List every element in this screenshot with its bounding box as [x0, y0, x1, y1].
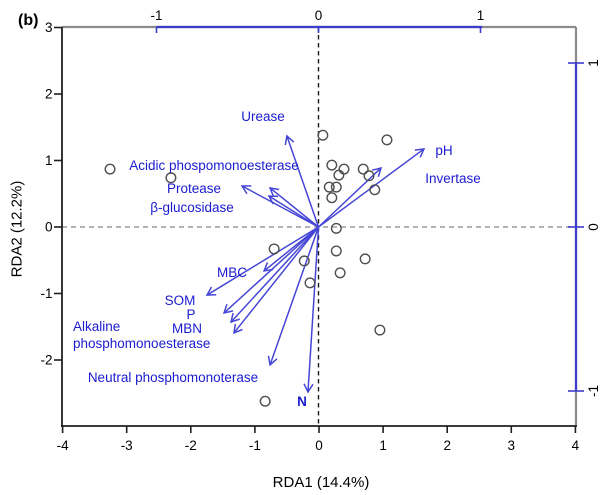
species-arrow-urease [284, 134, 320, 228]
species-label-protease: Protease [167, 181, 221, 196]
species-label-mbn: MBN [172, 321, 202, 336]
sample-point [359, 253, 371, 265]
sample-point [323, 181, 335, 193]
sample-point [259, 395, 271, 407]
y-tick-label: -2 [40, 353, 52, 368]
species-arrow-n [303, 226, 320, 394]
sample-point [165, 172, 177, 184]
species-arrow-invertase [317, 166, 383, 228]
x-tick-label: 4 [572, 438, 580, 453]
species-arrow-ph [318, 148, 426, 228]
species-label--glucosidase: β-glucosidase [150, 200, 234, 215]
x-tick-label: -4 [57, 438, 69, 453]
panel-label: (b) [18, 12, 39, 29]
species-arrow-acidic-phospomonoesterase [268, 187, 319, 228]
right-tick-label: -1 [586, 385, 601, 397]
sample-point [381, 134, 393, 146]
x-axis-title: RDA1 (14.4%) [272, 474, 370, 491]
top-tick-label: -1 [150, 8, 162, 23]
sample-point [369, 184, 381, 196]
sample-point [326, 159, 338, 171]
sample-point [304, 277, 316, 289]
species-arrow-som [205, 226, 319, 296]
species-arrow-protease [240, 185, 319, 228]
y-tick-label: 0 [45, 220, 53, 235]
x-tick-label: -1 [249, 438, 261, 453]
y-tick-label: 3 [45, 20, 53, 35]
sample-point [330, 222, 342, 234]
y-tick-label: 1 [45, 153, 53, 168]
species-label-som: SOM [165, 293, 196, 308]
x-tick-label: -2 [185, 438, 197, 453]
right-tick-label: 0 [586, 223, 601, 231]
sample-point [363, 170, 375, 182]
sample-point [330, 181, 342, 193]
sample-point [298, 255, 310, 267]
species-label-p: P [186, 307, 195, 322]
sample-point [317, 129, 329, 141]
top-tick-label: 0 [315, 8, 323, 23]
x-tick-label: 3 [508, 438, 516, 453]
species-label-ph: pH [435, 143, 452, 158]
sample-point [326, 192, 338, 204]
y-axis-title: RDA2 (12.2%) [8, 180, 26, 278]
x-tick-label: 1 [379, 438, 387, 453]
sample-point [357, 163, 369, 175]
sample-point [338, 163, 350, 175]
species-arrow--glucosidase [267, 195, 319, 228]
species-label-invertase: Invertase [425, 171, 481, 186]
species-label-neutral-phosphomonoterase: Neutral phosphomonoterase [88, 370, 258, 385]
species-arrow-p [222, 226, 320, 314]
right-tick-label: 1 [586, 59, 601, 67]
y-tick-label: 2 [45, 87, 53, 102]
sample-point [104, 163, 116, 175]
species-label-mbc: MBC [217, 265, 247, 280]
species-label-alkaline-phosphomonoesterase: Alkaline [73, 319, 120, 334]
species-label-acidic-phospomonoesterase: Acidic phospomonoesterase [129, 158, 299, 173]
top-tick-label: 1 [477, 8, 485, 23]
sample-point [334, 267, 346, 279]
y-tick-label: -1 [40, 286, 52, 301]
species-arrow-mbn [229, 226, 320, 324]
species-label-alkaline-phosphomonoesterase: phosphomonoesterase [73, 336, 210, 351]
sample-point [330, 245, 342, 257]
species-arrow-alkaline-phosphomonoesterase [232, 226, 320, 335]
species-arrow-neutral-phosphomonoterase [267, 226, 320, 367]
x-tick-label: -3 [121, 438, 133, 453]
sample-point [374, 324, 386, 336]
sample-point [268, 243, 280, 255]
species-label-urease: Urease [241, 109, 285, 124]
species-label-n: N [297, 394, 307, 409]
x-tick-label: 0 [315, 438, 323, 453]
sample-point [333, 169, 345, 181]
x-tick-label: 2 [443, 438, 451, 453]
